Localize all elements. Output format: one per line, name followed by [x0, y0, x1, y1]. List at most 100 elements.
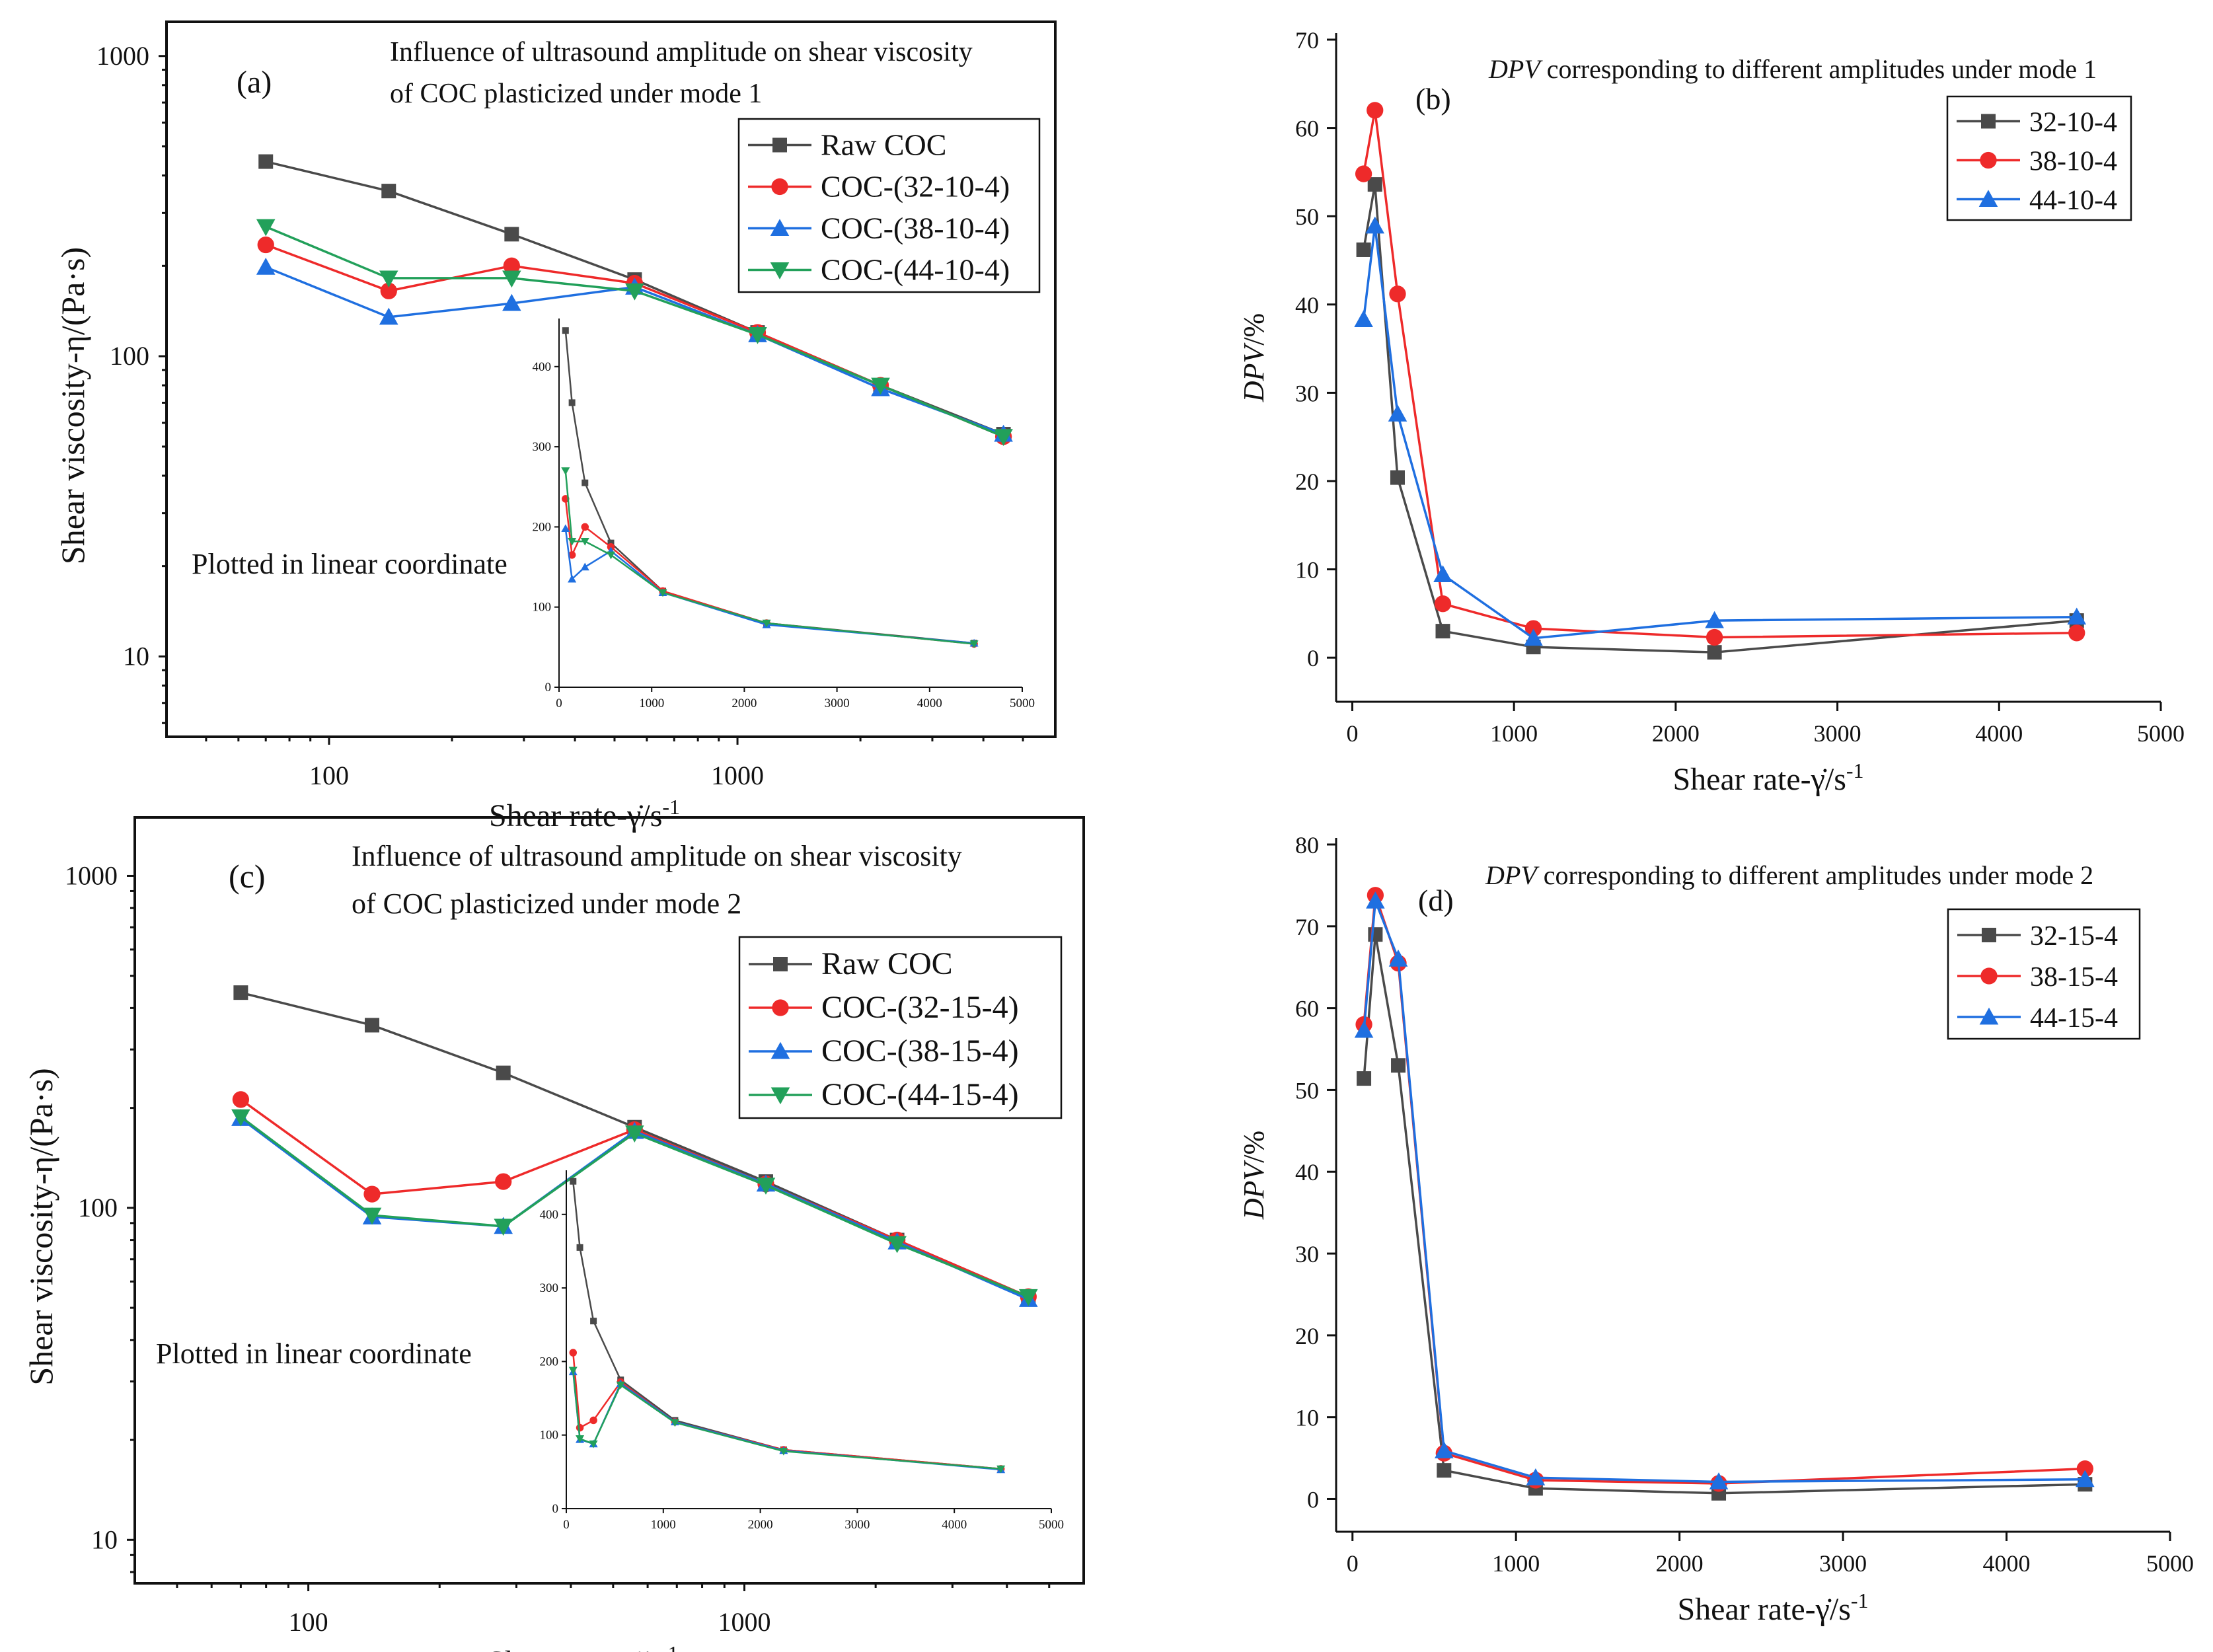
data-point: [494, 1219, 513, 1236]
inset-x-tick-label: 0: [563, 1518, 570, 1532]
inset-x-tick-label: 2000: [748, 1518, 773, 1532]
y-tick-label: 80: [1295, 832, 1319, 858]
data-point: [1526, 1468, 1546, 1485]
chart-title-line: Influence of ultrasound amplitude on she…: [390, 37, 973, 67]
legend: 32-10-4 38-10-4 44-10-4: [1946, 95, 2132, 221]
inset-x-tick-label: 3000: [844, 1518, 870, 1532]
x-tick-label: 0: [1347, 1550, 1359, 1577]
data-point: [1388, 950, 1408, 967]
data-point: [1707, 645, 1722, 660]
inset-x-tick-label: 4000: [917, 696, 942, 710]
inset-x-tick-label: 1000: [639, 696, 664, 710]
series-line-COC-(44-15-4): [240, 1115, 1029, 1298]
inset-data-point: [569, 1349, 578, 1357]
legend-box: [737, 118, 1041, 293]
data-point: [256, 258, 276, 275]
x-tick-label: 1000: [711, 761, 764, 790]
legend-box: [738, 936, 1063, 1119]
data-point: [379, 270, 398, 288]
chart-title: DPV corresponding to different amplitude…: [1485, 860, 2093, 890]
data-point: [887, 1236, 907, 1254]
y-tick-label: 40: [1295, 1159, 1319, 1185]
inset-data-point: [762, 619, 771, 628]
y-tick-label: 60: [1295, 996, 1319, 1022]
x-tick-label: 1000: [718, 1607, 770, 1637]
legend-label: COC-(44-15-4): [821, 1077, 1019, 1112]
chart-title-line: Influence of ultrasound amplitude on she…: [352, 840, 962, 872]
x-tick-label: 2000: [1656, 1550, 1704, 1577]
data-point: [256, 219, 276, 237]
inset-y-tick-label: 300: [540, 1281, 559, 1295]
data-point: [504, 227, 519, 242]
legend-marker: [770, 1087, 790, 1105]
y-tick-label: 70: [1295, 914, 1319, 940]
x-tick-label: 1000: [1490, 720, 1538, 747]
legend-label: 38-15-4: [2030, 962, 2118, 993]
legend-marker: [770, 219, 790, 236]
legend-marker: [771, 178, 788, 196]
inset-data-point: [581, 479, 589, 486]
data-point: [1709, 1472, 1729, 1489]
y-axis-label: DPV/%: [1238, 1131, 1270, 1220]
legend-label: Raw COC: [821, 946, 953, 981]
y-tick-label: 0: [1307, 1486, 1319, 1513]
data-point: [1357, 1071, 1372, 1086]
legend-marker: [772, 999, 789, 1016]
inset-data-point: [561, 467, 570, 475]
y-tick-label: 50: [1295, 1077, 1319, 1104]
panel-label: (c): [229, 858, 266, 895]
series-line-44-10-4: [1362, 225, 2077, 640]
data-point: [1390, 470, 1405, 485]
data-point: [233, 985, 248, 1000]
x-tick-label: 3000: [1814, 720, 1861, 747]
y-tick-label: 50: [1295, 204, 1319, 230]
inset-data-point: [580, 538, 589, 546]
data-point: [1435, 1441, 1454, 1458]
data-point: [1389, 285, 1406, 303]
legend-marker: [770, 262, 790, 280]
data-point: [381, 184, 396, 199]
inset-data-point: [568, 1367, 578, 1375]
x-tick-label: 4000: [1975, 720, 2023, 747]
y-tick-label: 70: [1295, 27, 1319, 54]
data-point: [748, 326, 767, 344]
y-tick-label: 10: [1295, 557, 1319, 583]
inset-data-point: [568, 538, 577, 546]
data-point: [1433, 565, 1452, 583]
legend-marker: [772, 137, 787, 153]
data-point: [1367, 102, 1384, 119]
legend-label: 32-10-4: [2029, 108, 2117, 138]
x-tick-label: 4000: [1983, 1550, 2031, 1577]
data-point: [1434, 595, 1452, 613]
inset-data-point: [607, 539, 615, 546]
legend-label: COC-(38-10-4): [821, 211, 1010, 245]
y-tick-label: 20: [1295, 469, 1319, 495]
inset-data-point: [616, 1381, 625, 1390]
data-point: [231, 1109, 250, 1127]
data-point: [1356, 242, 1371, 257]
data-point: [756, 1178, 776, 1195]
inset-data-point: [969, 640, 979, 648]
inset-y-tick-label: 0: [552, 1502, 559, 1516]
data-point: [1437, 1463, 1452, 1478]
inset-data-point: [561, 524, 570, 533]
data-point: [871, 377, 890, 395]
inset-data-point: [658, 589, 667, 597]
x-tick-label: 5000: [2146, 1550, 2194, 1577]
legend-label: COC-(32-10-4): [821, 170, 1010, 204]
legend: 32-15-4 38-15-4 44-15-4: [1947, 908, 2141, 1040]
y-tick-label: 10: [1295, 1405, 1319, 1431]
inset-data-point: [589, 1440, 598, 1448]
chart-title: DPV corresponding to different amplitude…: [1488, 54, 2097, 84]
y-tick-label: 0: [1307, 645, 1319, 671]
x-axis-label: Shear rate-γ̇/s-1: [487, 1641, 678, 1652]
inset-data-point: [580, 562, 589, 571]
inset-data-point: [576, 1435, 585, 1443]
data-point: [258, 154, 274, 169]
inset-series-line-Raw COC: [572, 1181, 1001, 1470]
data-point: [503, 257, 520, 274]
data-point: [1391, 1058, 1406, 1073]
data-point: [625, 1125, 644, 1143]
y-tick-label: 30: [1295, 1241, 1319, 1267]
